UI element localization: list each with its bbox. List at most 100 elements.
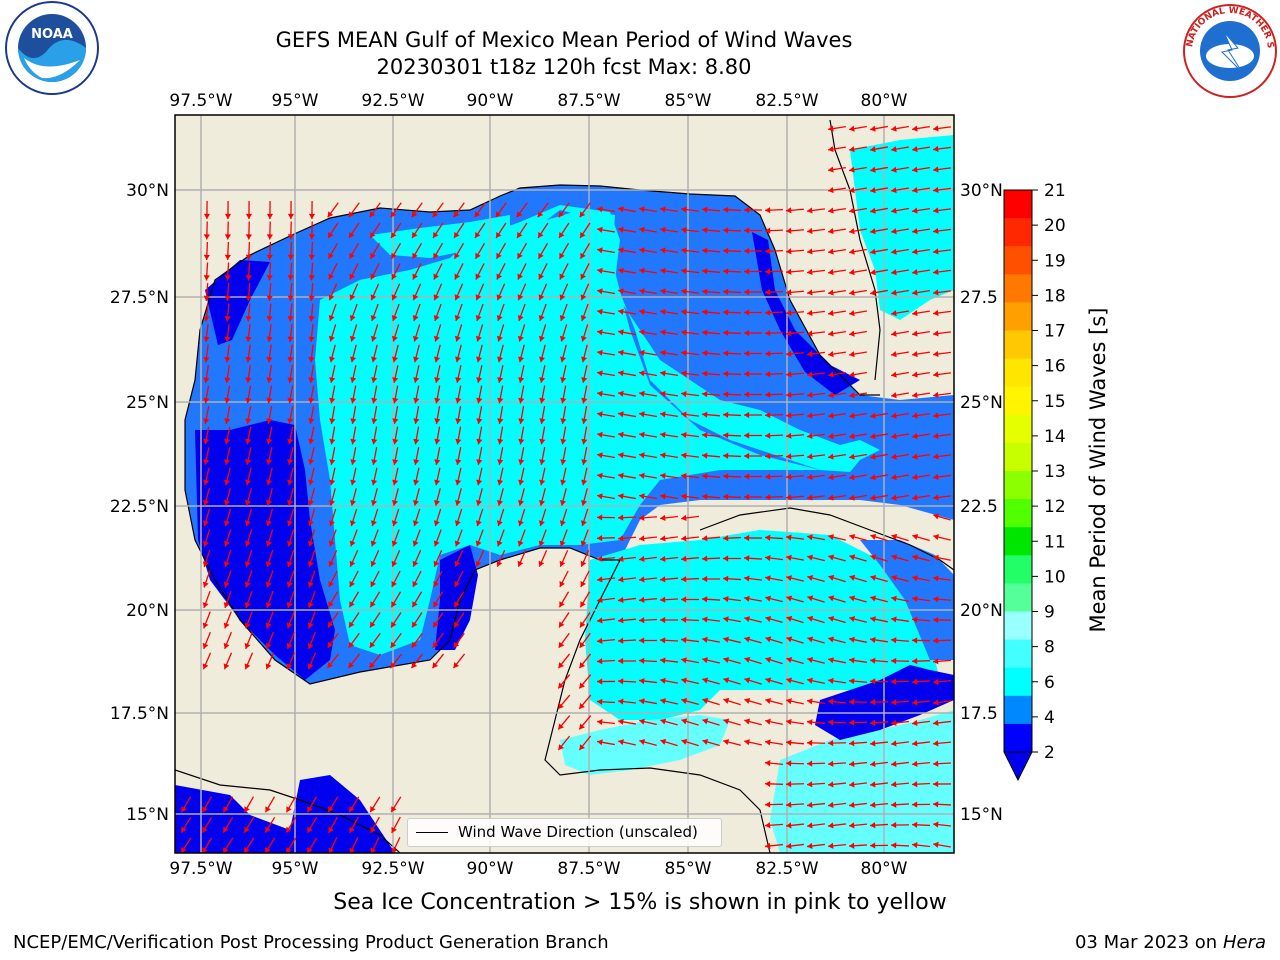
arrow-head — [245, 397, 252, 404]
colorbar-segment — [1004, 527, 1032, 556]
colorbar-tick-label: 4 — [1044, 708, 1055, 728]
arrow-head — [559, 621, 565, 628]
arrow-head — [223, 622, 230, 629]
arrow-head — [765, 309, 771, 316]
arrow-head — [538, 520, 545, 527]
arrow-head — [518, 499, 525, 506]
arrow-head — [308, 438, 315, 445]
arrow-head — [349, 621, 355, 628]
arrow-head — [660, 431, 666, 438]
arrow-head — [391, 315, 398, 321]
arrow-head — [433, 252, 439, 259]
arrow-head — [702, 411, 708, 418]
arrow-head — [223, 826, 229, 833]
arrow-head — [828, 474, 834, 481]
arrow-head — [371, 418, 378, 424]
arrow-head — [454, 560, 461, 567]
arrow-head — [807, 289, 813, 296]
arrow-head — [765, 330, 771, 337]
colorbar-segment — [1004, 386, 1032, 416]
arrow-head — [349, 540, 356, 547]
arrow-head — [539, 459, 546, 465]
lat-label-right: 22.5 — [960, 497, 998, 517]
arrow-head — [723, 718, 730, 725]
arrow-head — [329, 438, 336, 445]
colorbar-extend — [1003, 751, 1033, 782]
arrow-head — [411, 641, 418, 648]
arrow-head — [639, 677, 645, 685]
arrow-head — [391, 252, 397, 259]
arrow-head — [580, 560, 587, 567]
arrow-head — [370, 232, 376, 239]
arrow-head — [413, 397, 420, 404]
arrow-head — [912, 575, 918, 582]
arrow-head — [287, 213, 295, 219]
arrow-head — [912, 330, 918, 337]
arrow-head — [286, 540, 293, 547]
arrow-head — [307, 602, 314, 608]
arrow-head — [912, 310, 918, 317]
noaa-logo: NOAA — [2, 0, 104, 100]
arrow-head — [891, 637, 897, 644]
arrow-head — [933, 760, 939, 767]
arrow-head — [371, 438, 378, 445]
arrow-head — [891, 207, 897, 214]
arrow-head — [202, 826, 208, 833]
arrow-head — [307, 806, 313, 813]
arrow-head — [518, 418, 525, 424]
arrow-head — [870, 657, 876, 664]
arrow-head — [411, 662, 418, 669]
arrow-head — [660, 206, 666, 213]
arrow-head — [744, 739, 750, 746]
arrow-head — [433, 315, 440, 321]
arrow-head — [849, 474, 855, 481]
arrow-head — [328, 315, 335, 321]
lon-label-top: 80°W — [861, 91, 908, 111]
arrow-head — [702, 370, 708, 377]
arrow-head — [203, 499, 210, 506]
arrow-head — [371, 479, 378, 486]
colorbar-tick-label: 20 — [1044, 216, 1066, 236]
arrow-head — [454, 621, 460, 628]
arrow-head — [891, 657, 897, 665]
arrow-head — [518, 479, 525, 486]
colorbar-tick-label: 15 — [1044, 392, 1066, 412]
band-2-4-pacific — [175, 775, 395, 853]
lon-label-top: 97.5°W — [169, 91, 232, 111]
arrow-head — [912, 637, 918, 644]
arrow-head — [413, 377, 420, 383]
arrow-head — [245, 213, 253, 219]
arrow-head — [455, 499, 462, 506]
colorbar-segment — [1004, 695, 1032, 725]
arrow-head — [391, 335, 398, 342]
arrow-head — [891, 125, 897, 132]
arrow-head — [475, 294, 482, 301]
arrow-head — [933, 391, 939, 399]
arrow-head — [765, 268, 771, 275]
arrow-head — [328, 806, 334, 813]
arrow-head — [412, 560, 419, 567]
arrow-head — [639, 411, 645, 418]
arrow-head — [933, 186, 939, 194]
arrow-head — [349, 315, 356, 321]
arrow-head — [786, 268, 792, 275]
arrow-head — [328, 273, 335, 280]
arrow-head — [539, 356, 546, 363]
arrow-head — [559, 540, 566, 547]
arrow-head — [539, 418, 546, 424]
arrow-head — [786, 391, 792, 398]
arrow-head — [224, 275, 231, 281]
arrow-head — [870, 699, 876, 706]
arrow-head — [849, 494, 855, 501]
arrow-head — [203, 234, 210, 240]
arrow-head — [203, 418, 210, 424]
arrow-head — [765, 718, 771, 725]
arrow-head — [224, 295, 231, 301]
arrow-head — [390, 641, 397, 648]
arrow-head — [496, 294, 503, 301]
lon-label-top: 95°W — [272, 91, 319, 111]
arrow-head — [496, 560, 503, 567]
arrow-head — [244, 663, 251, 670]
arrow-head — [559, 294, 566, 301]
arrow-head — [891, 330, 897, 337]
